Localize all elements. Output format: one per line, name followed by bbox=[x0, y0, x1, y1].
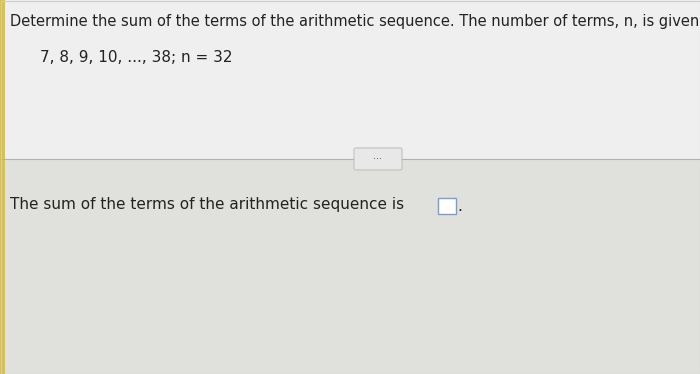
Bar bbox=[0, 159, 700, 374]
Bar bbox=[438, 198, 456, 214]
Text: 7, 8, 9, 10, ..., 38; n = 32: 7, 8, 9, 10, ..., 38; n = 32 bbox=[40, 50, 232, 65]
Text: .: . bbox=[458, 199, 463, 214]
Bar bbox=[0, 0, 700, 159]
Bar bbox=[0, 0, 5, 374]
Text: ···: ··· bbox=[374, 154, 382, 164]
Text: The sum of the terms of the arithmetic sequence is: The sum of the terms of the arithmetic s… bbox=[10, 197, 404, 212]
FancyBboxPatch shape bbox=[354, 148, 402, 170]
Text: Determine the sum of the terms of the arithmetic sequence. The number of terms, : Determine the sum of the terms of the ar… bbox=[10, 14, 700, 29]
